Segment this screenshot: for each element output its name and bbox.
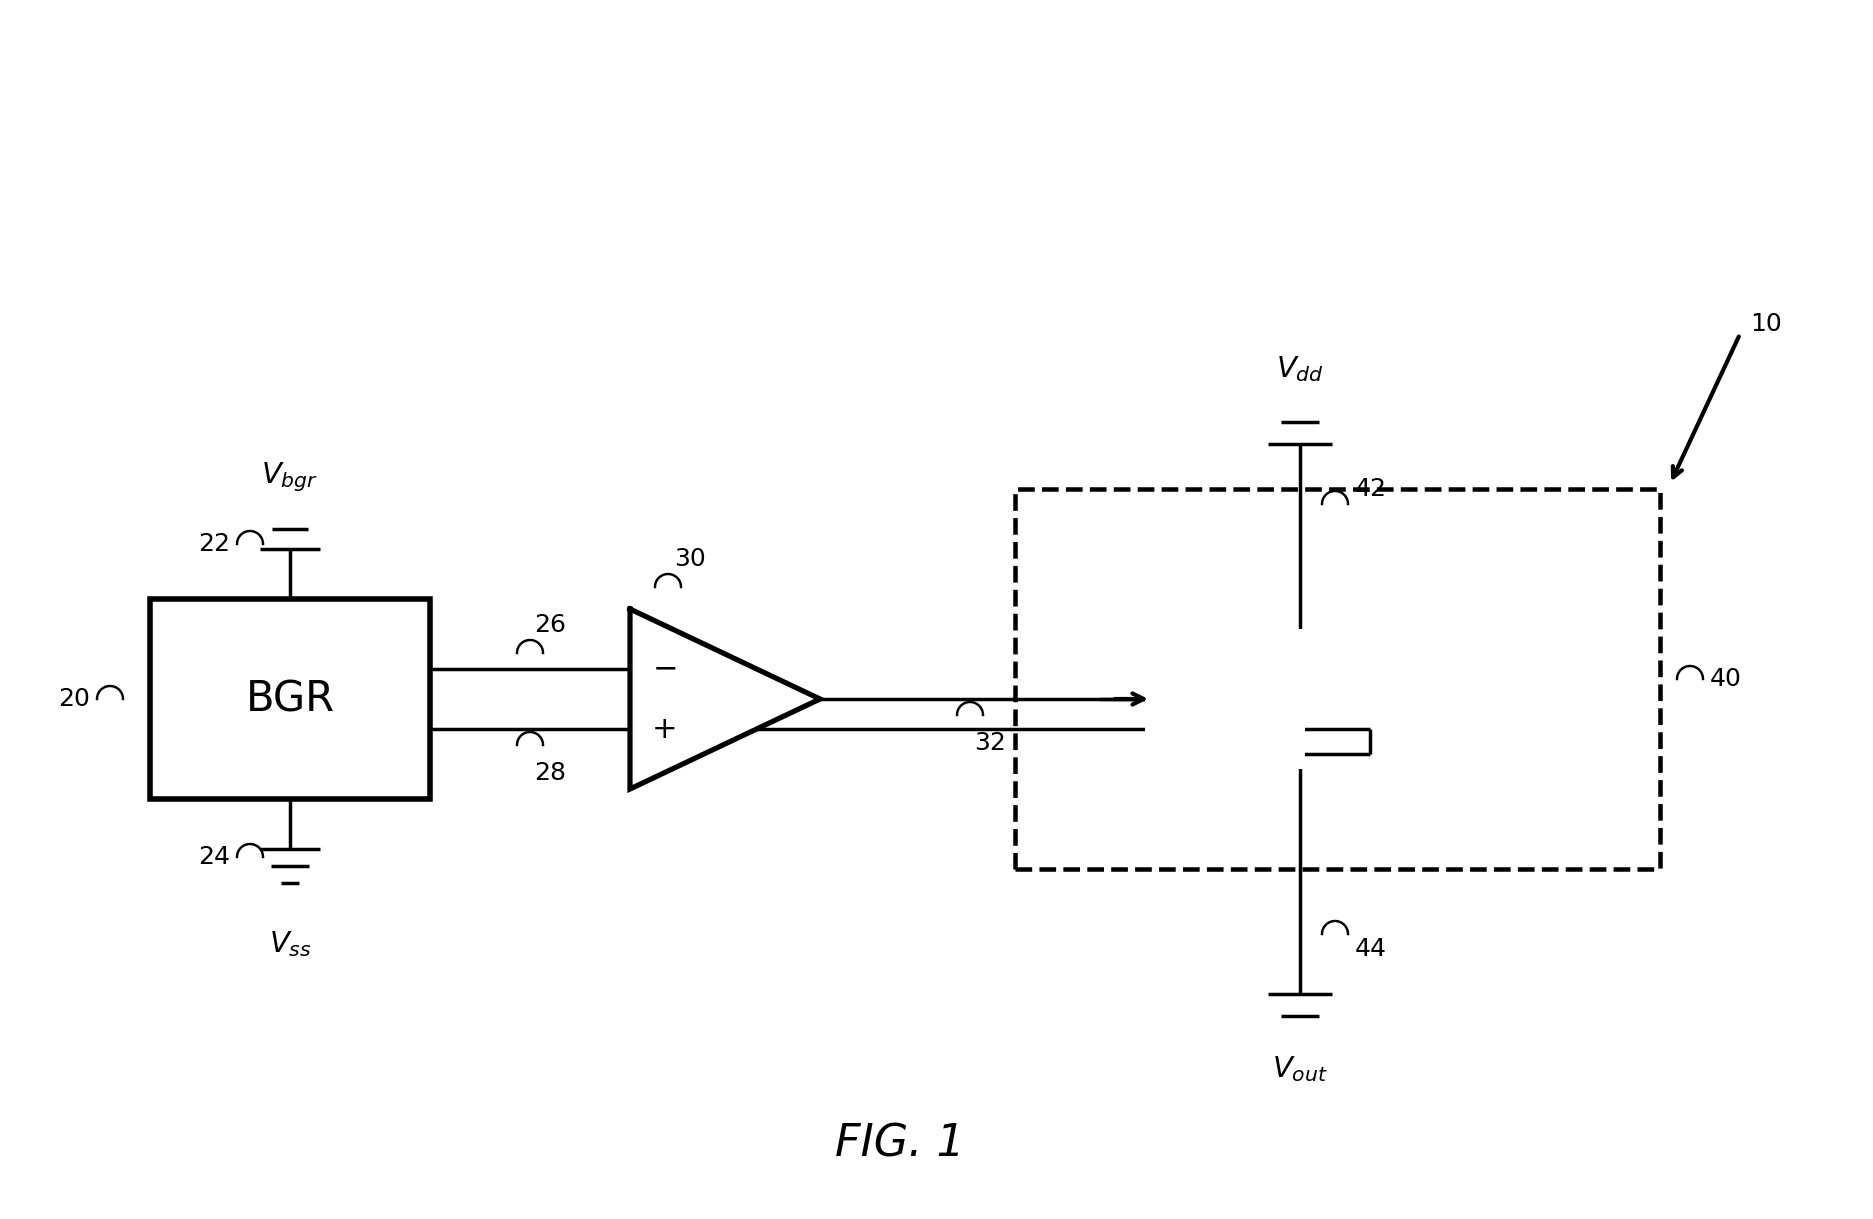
Bar (1144, 629, 1305, 769)
Bar (150, 599, 431, 798)
Polygon shape (629, 610, 820, 789)
Text: 28: 28 (534, 761, 566, 785)
Text: +: + (652, 714, 678, 744)
Text: 24: 24 (199, 845, 230, 869)
Text: 10: 10 (1749, 312, 1781, 336)
Text: −: − (652, 655, 678, 684)
Text: 44: 44 (1354, 937, 1388, 961)
Text: 22: 22 (199, 531, 230, 556)
Text: 40: 40 (1710, 667, 1742, 691)
Text: 42: 42 (1354, 477, 1388, 501)
Text: $V_{out}$: $V_{out}$ (1272, 1054, 1328, 1084)
Text: FIG. 1: FIG. 1 (835, 1123, 965, 1165)
Text: $V_{bgr}$: $V_{bgr}$ (262, 461, 318, 494)
Text: $V_{dd}$: $V_{dd}$ (1276, 355, 1324, 384)
Text: BGR: BGR (245, 678, 335, 720)
Text: 30: 30 (674, 547, 706, 570)
Text: 26: 26 (534, 613, 566, 638)
Text: 32: 32 (974, 731, 1006, 755)
Text: $V_{ss}$: $V_{ss}$ (268, 929, 311, 959)
Text: 20: 20 (58, 688, 90, 711)
Bar (1015, 489, 1659, 869)
